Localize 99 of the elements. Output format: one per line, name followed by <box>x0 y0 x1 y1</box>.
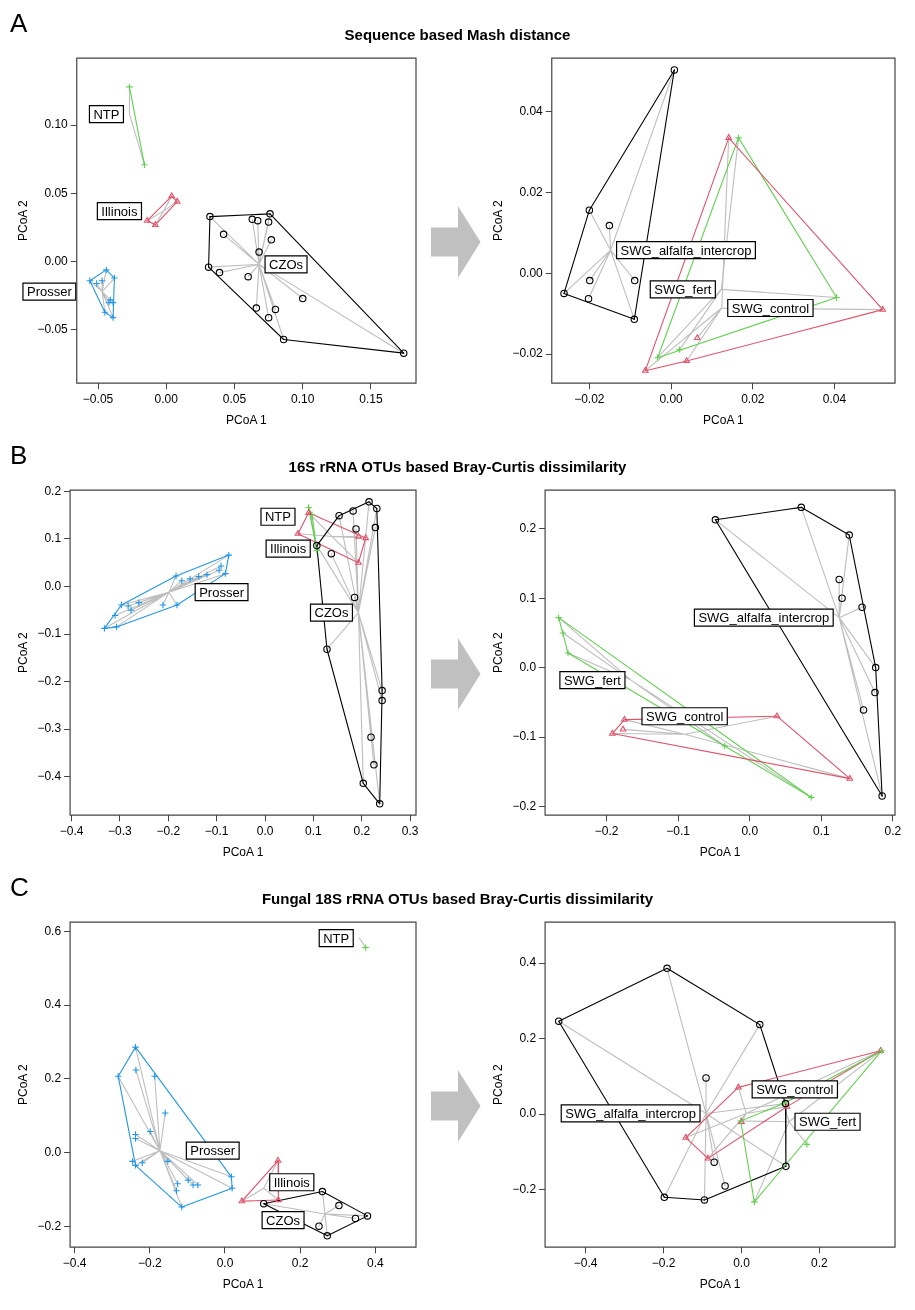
annotation: SWG_alfalfa_intercrop <box>620 242 752 258</box>
y-tick-label: −0.2 <box>512 798 537 813</box>
x-tick-label: 0.00 <box>659 391 684 406</box>
y-tick-label: 0.4 <box>44 997 62 1012</box>
text: 16S rRNA OTUs based Bray-Curtis dissimilarity <box>288 458 627 475</box>
annotation: NTP <box>93 106 120 122</box>
x-axis-title: PCoA 1 <box>699 1277 741 1292</box>
annotation: SWG_fert <box>563 672 622 688</box>
annotation: CZOs <box>269 256 304 272</box>
y-tick-label: 0.05 <box>44 185 69 200</box>
x-tick-label: −0.1 <box>204 823 229 838</box>
x-axis-title: PCoA 1 <box>222 1277 264 1292</box>
x-tick-label: −0.1 <box>666 823 691 838</box>
annotation: SWG_fert <box>654 282 712 297</box>
y-tick-label: −0.2 <box>37 1218 62 1233</box>
x-tick-label: −0.3 <box>108 823 133 838</box>
y-tick-label: −0.2 <box>37 673 62 688</box>
annotation: SWG_fert <box>799 1114 857 1130</box>
y-tick-label: 0.4 <box>519 955 537 970</box>
x-axis-title: PCoA 1 <box>222 845 264 860</box>
y-axis-title: PCoA 2 <box>15 200 30 242</box>
x-tick-label: 0.2 <box>811 1255 829 1270</box>
y-tick-label: −0.1 <box>37 626 62 641</box>
x-tick-label: 0.02 <box>741 391 765 406</box>
y-tick-label: 0.0 <box>519 1106 537 1121</box>
annotation: Illinois <box>101 203 138 219</box>
x-axis-title: PCoA 1 <box>699 845 741 860</box>
x-tick-label: 0.10 <box>291 391 315 406</box>
x-tick-label: 0.4 <box>367 1255 385 1270</box>
y-axis-title: PCoA 2 <box>490 200 505 242</box>
annotation: SWG_alfalfa_intercrop <box>565 1106 697 1121</box>
y-tick-label: 0.0 <box>519 659 537 674</box>
x-tick-label: 0.1 <box>812 823 830 838</box>
annotation: SWG_control <box>756 1082 834 1097</box>
y-axis-title: PCoA 2 <box>490 1064 505 1106</box>
y-tick-label: 0.1 <box>519 590 537 605</box>
annotation: CZOs <box>314 605 349 621</box>
y-tick-label: 0.00 <box>519 265 544 280</box>
x-tick-label: 0.2 <box>353 823 371 838</box>
y-tick-label: 0.1 <box>44 531 62 546</box>
annotation: Prosser <box>190 1143 236 1159</box>
y-tick-label: −0.02 <box>512 346 544 361</box>
annotation: SWG_control <box>645 708 724 724</box>
annotation: Illinois <box>270 541 307 557</box>
y-tick-label: 0.04 <box>519 103 544 118</box>
x-tick-label: −0.4 <box>59 823 84 838</box>
annotation: SWG_alfalfa_intercrop <box>698 610 830 626</box>
x-tick-label: −0.02 <box>574 391 605 406</box>
x-tick-label: −0.2 <box>137 1255 162 1270</box>
y-tick-label: −0.4 <box>37 769 62 783</box>
y-tick-label: −0.1 <box>512 729 537 744</box>
annotation: SWG_control <box>731 300 810 316</box>
annotation: NTP <box>264 509 291 525</box>
x-tick-label: 0.15 <box>359 391 383 406</box>
x-axis-title: PCoA 1 <box>703 413 745 428</box>
y-tick-label: 0.0 <box>44 578 62 593</box>
annotation: Prosser <box>199 584 245 600</box>
x-tick-label: 0.0 <box>256 823 274 838</box>
y-tick-label: 0.6 <box>44 923 62 938</box>
y-tick-label: −0.2 <box>512 1182 537 1197</box>
x-tick-label: 0.2 <box>291 1255 309 1270</box>
x-tick-label: 0.3 <box>401 823 419 838</box>
y-tick-label: −0.3 <box>37 721 62 736</box>
y-tick-label: 0.2 <box>44 483 62 498</box>
x-tick-label: 0.2 <box>884 823 902 838</box>
x-axis-title: PCoA 1 <box>226 413 268 428</box>
x-tick-label: 0.0 <box>733 1255 751 1270</box>
y-tick-label: −0.05 <box>37 322 69 337</box>
y-tick-label: 0.10 <box>44 117 69 132</box>
annotation: NTP <box>323 930 350 946</box>
y-tick-label: 0.2 <box>44 1071 62 1086</box>
x-tick-label: −0.05 <box>82 391 114 406</box>
x-tick-label: −0.2 <box>651 1255 676 1270</box>
annotation: Illinois <box>273 1174 311 1190</box>
y-tick-label: 0.2 <box>519 521 537 536</box>
text: A <box>10 8 28 39</box>
x-tick-label: 0.00 <box>154 391 179 406</box>
y-axis-title: PCoA 2 <box>490 632 505 674</box>
text: C <box>10 872 29 903</box>
x-tick-label: −0.4 <box>62 1255 87 1270</box>
y-tick-label: 0.2 <box>519 1030 537 1045</box>
x-tick-label: 0.0 <box>216 1255 234 1270</box>
y-axis-title: PCoA 2 <box>15 632 30 674</box>
x-tick-label: 0.05 <box>222 391 247 406</box>
x-tick-label: 0.04 <box>822 391 847 406</box>
x-tick-label: 0.1 <box>305 823 323 838</box>
text: Sequence based Mash distance <box>344 26 571 43</box>
y-tick-label: 0.0 <box>44 1144 62 1159</box>
text: B <box>10 440 28 471</box>
y-axis-title: PCoA 2 <box>15 1064 30 1106</box>
text: Fungal 18S rRNA OTUs based Bray-Curtis dissimilarity <box>261 890 654 907</box>
x-tick-label: −0.2 <box>594 823 619 838</box>
x-tick-label: −0.4 <box>573 1255 598 1270</box>
x-tick-label: 0.0 <box>741 823 759 838</box>
x-tick-label: −0.2 <box>156 823 181 838</box>
annotation: CZOs <box>266 1212 301 1228</box>
annotation: Prosser <box>26 284 73 300</box>
y-tick-label: 0.02 <box>519 184 544 199</box>
y-tick-label: 0.00 <box>44 253 69 268</box>
